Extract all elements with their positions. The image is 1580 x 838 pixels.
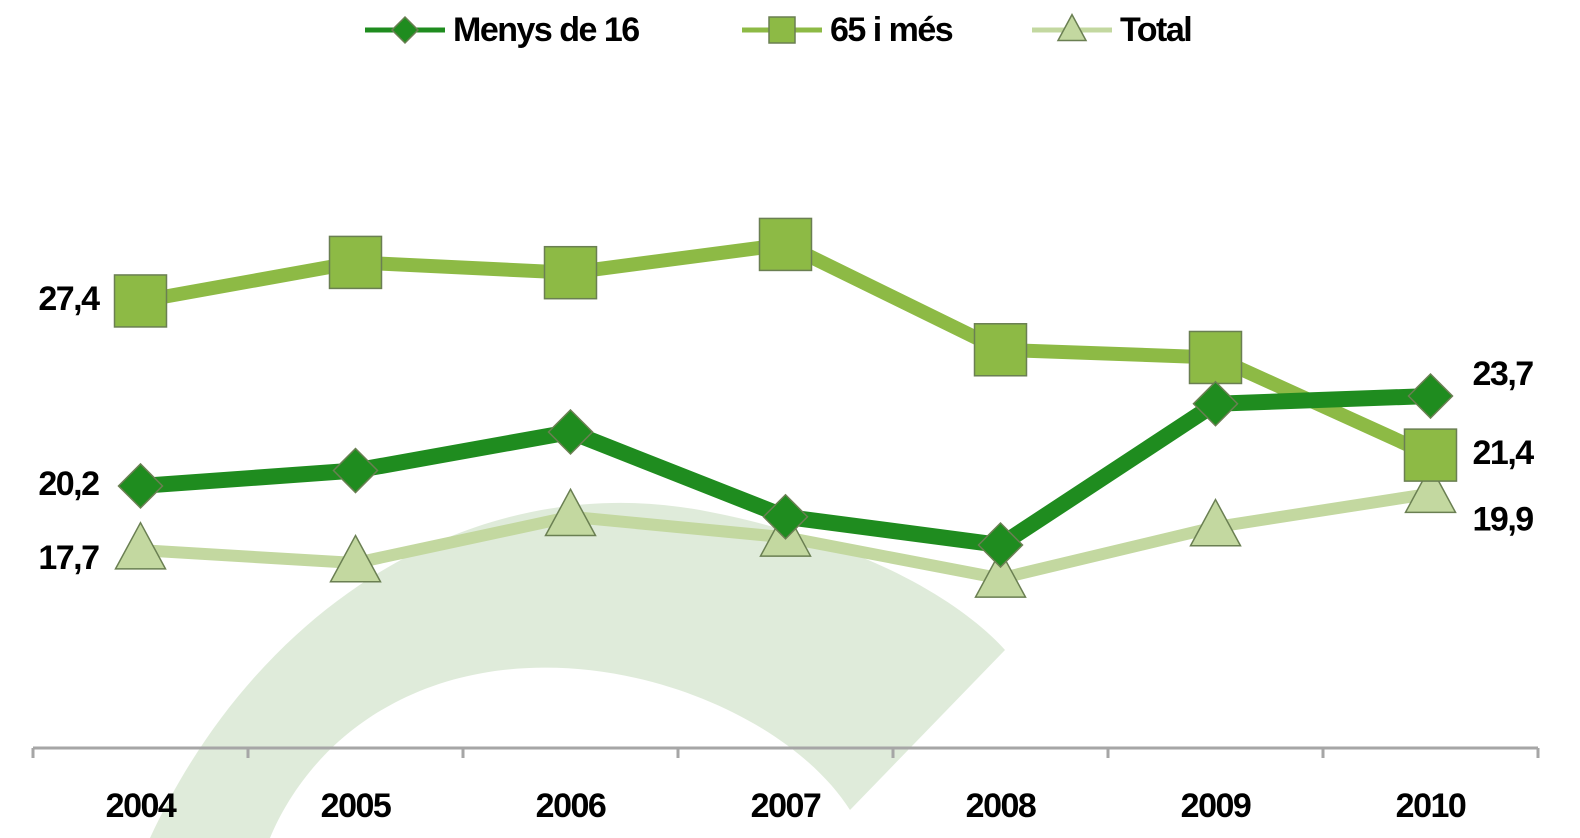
marker bbox=[329, 533, 382, 583]
x-tick-label: 2007 bbox=[751, 787, 821, 825]
marker bbox=[543, 245, 598, 300]
marker bbox=[544, 487, 597, 537]
marker bbox=[1404, 464, 1457, 514]
x-tick-label: 2009 bbox=[1181, 787, 1251, 825]
legend-label: Menys de 16 bbox=[453, 11, 639, 49]
x-tick-label: 2010 bbox=[1396, 787, 1466, 825]
background-arc bbox=[150, 502, 1005, 838]
marker bbox=[113, 274, 168, 328]
x-tick-label: 2004 bbox=[106, 787, 177, 825]
plot-area: 2004 2005 2006 2007 2008 2009 2010 17,7 19,9 27,4… bbox=[31, 217, 1540, 825]
marker bbox=[758, 217, 813, 272]
data-label: 20,2 bbox=[38, 465, 99, 503]
marker bbox=[332, 447, 379, 494]
data-label: 27,4 bbox=[38, 280, 100, 318]
marker bbox=[762, 493, 809, 540]
x-tick-label: 2008 bbox=[966, 787, 1036, 825]
x-tick-label: 2006 bbox=[536, 787, 606, 825]
x-tick-label: 2005 bbox=[321, 787, 391, 825]
marker bbox=[114, 521, 167, 570]
marker bbox=[973, 323, 1028, 377]
marker bbox=[1188, 330, 1243, 385]
marker bbox=[117, 462, 164, 509]
marker bbox=[1403, 428, 1458, 482]
data-label: 19,9 bbox=[1473, 501, 1534, 539]
legend: Menys de 16 65 i més Total bbox=[365, 11, 1193, 49]
marker bbox=[1189, 497, 1242, 547]
data-label: 17,7 bbox=[38, 539, 99, 577]
marker bbox=[328, 235, 383, 290]
marker bbox=[974, 549, 1027, 598]
legend-label: Total bbox=[1120, 11, 1191, 49]
legend-label: 65 i més bbox=[830, 11, 953, 49]
marker bbox=[768, 16, 796, 44]
data-label: 21,4 bbox=[1473, 434, 1535, 472]
data-label: 23,7 bbox=[1473, 355, 1534, 393]
marker bbox=[390, 15, 420, 45]
marker bbox=[1056, 13, 1088, 42]
marker bbox=[977, 521, 1024, 569]
marker bbox=[1192, 380, 1239, 427]
marker bbox=[1407, 372, 1454, 420]
marker bbox=[547, 408, 594, 456]
